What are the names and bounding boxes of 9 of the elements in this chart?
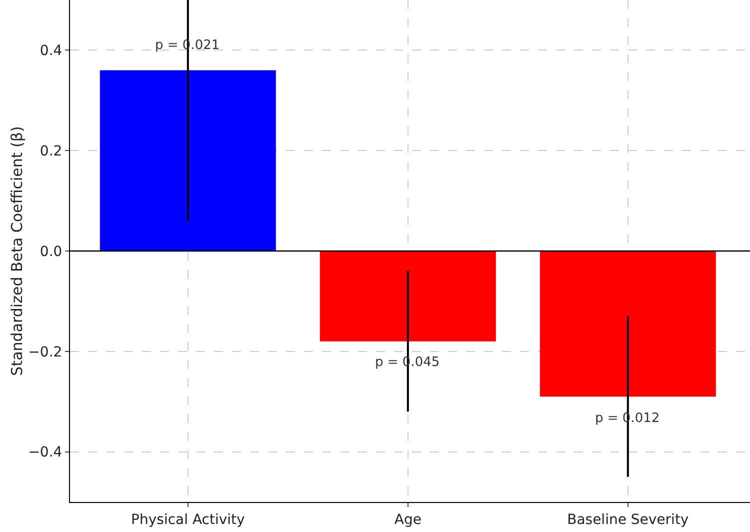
y-axis-title: Standardized Beta Coefficient (β) <box>8 126 26 376</box>
y-tick-label: 0.0 <box>40 244 62 260</box>
x-tick-label: Age <box>394 512 422 528</box>
x-tick-label: Baseline Severity <box>567 512 689 528</box>
y-tick-label: −0.2 <box>28 344 62 360</box>
y-tick-label: 0.4 <box>40 43 62 60</box>
x-tick-label: Physical Activity <box>131 512 245 528</box>
y-tick-label: 0.2 <box>40 144 62 160</box>
y-tick-label: −0.4 <box>28 444 62 461</box>
